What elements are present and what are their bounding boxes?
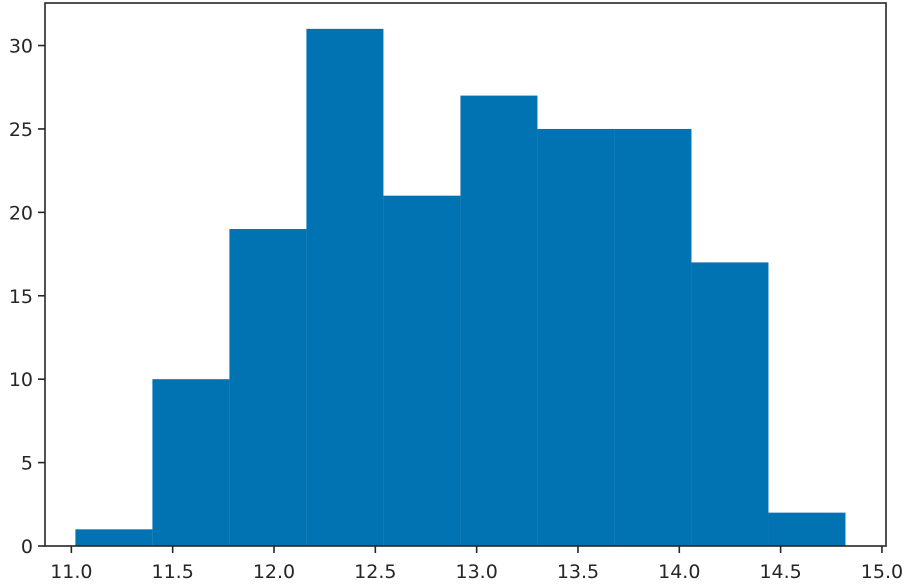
histogram-bars [75,28,846,547]
histogram-bar-5 [383,195,461,546]
histogram-bar-2 [152,379,230,546]
x-tick-label: 14.5 [759,561,801,583]
y-tick-label: 5 [21,453,33,475]
x-tick-label: 13.0 [455,561,497,583]
histogram-bar-4 [306,28,384,547]
axes [44,2,887,547]
histogram-bar-9 [691,262,769,546]
x-tick-label: 11.0 [50,561,92,583]
y-tick-label: 20 [9,202,33,224]
histogram-bar-7 [537,128,615,546]
y-tick-label: 25 [9,119,33,141]
histogram-bar-8 [614,128,692,546]
y-tick-label: 10 [9,369,33,391]
histogram-bar-3 [229,229,307,546]
x-tick-label: 12.5 [354,561,396,583]
histogram-bar-10 [768,512,846,546]
x-tick-label: 15.0 [861,561,903,583]
y-tick-label: 0 [21,536,33,558]
x-axis-ticks: 11.0 11.5 12.0 12.5 13.0 13.5 14.0 14.5 15.0 [50,546,903,583]
y-tick-label: 30 [9,36,33,58]
x-tick-label: 11.5 [152,561,194,583]
x-tick-label: 14.0 [658,561,700,583]
y-tick-label: 15 [9,286,33,308]
histogram-bar-6 [460,95,538,546]
y-axis-ticks: 0 5 10 15 20 25 30 [9,36,45,558]
histogram-bar-1 [75,529,153,546]
x-tick-label: 12.0 [253,561,295,583]
plot-frame [44,2,887,547]
x-tick-label: 13.5 [557,561,599,583]
